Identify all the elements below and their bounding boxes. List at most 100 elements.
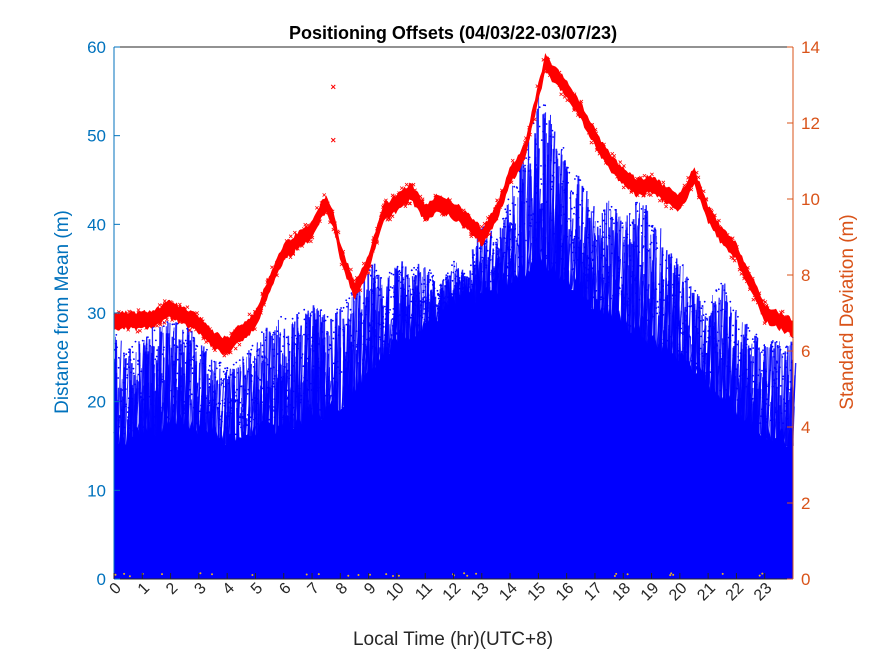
distance-point xyxy=(436,305,438,308)
stddev-marker xyxy=(295,246,300,251)
distance-point xyxy=(771,350,774,353)
distance-streak xyxy=(265,393,269,438)
distance-point xyxy=(149,344,152,347)
distance-point xyxy=(465,288,468,291)
stddev-marker xyxy=(392,201,397,205)
distance-point xyxy=(481,256,484,259)
distance-point xyxy=(521,190,523,193)
distance-point xyxy=(271,408,274,411)
distance-point xyxy=(282,418,285,421)
distance-point xyxy=(723,376,725,378)
distance-point xyxy=(208,364,211,367)
distance-point xyxy=(495,241,497,244)
distance-point xyxy=(581,199,583,202)
stddev-marker xyxy=(167,313,172,317)
distance-point xyxy=(694,289,697,292)
distance-point xyxy=(573,238,576,240)
distance-point xyxy=(733,341,736,344)
distance-point xyxy=(428,316,430,319)
distance-point xyxy=(182,409,185,412)
distance-point xyxy=(370,347,373,349)
distance-point xyxy=(746,338,749,341)
distance-point xyxy=(644,235,646,238)
distance-point xyxy=(402,288,405,291)
distance-point xyxy=(530,214,532,217)
distance-point xyxy=(545,257,548,259)
distance-point xyxy=(244,423,247,426)
distance-point xyxy=(437,304,439,307)
stddev-marker xyxy=(742,276,746,281)
distance-point xyxy=(273,377,276,380)
distance-point xyxy=(764,415,767,418)
distance-streak xyxy=(266,335,272,438)
distance-point xyxy=(454,277,457,280)
stddev-marker xyxy=(310,235,315,240)
distance-point xyxy=(728,348,730,350)
y-left-tick-label: 40 xyxy=(87,215,106,234)
distance-point xyxy=(707,330,710,332)
stddev-marker xyxy=(495,206,500,210)
distance-point xyxy=(423,296,426,298)
distance-point xyxy=(701,355,704,357)
distance-point xyxy=(586,279,589,282)
distance-streak xyxy=(731,398,733,414)
stddev-marker xyxy=(333,221,337,226)
distance-point xyxy=(505,254,508,256)
distance-point xyxy=(542,259,544,261)
distance-point xyxy=(121,421,124,423)
distance-point xyxy=(305,380,307,382)
distance-point xyxy=(219,418,221,421)
distance-point xyxy=(658,283,660,286)
distance-point xyxy=(368,337,371,340)
distance-point xyxy=(497,275,500,278)
distance-point xyxy=(672,283,674,286)
stddev-marker xyxy=(288,255,293,260)
distance-streak xyxy=(753,344,757,431)
distance-point xyxy=(145,357,148,359)
distance-streak xyxy=(579,239,583,298)
distance-point xyxy=(782,378,784,380)
distance-point xyxy=(404,319,407,322)
distance-point xyxy=(257,413,260,416)
distance-streak xyxy=(119,358,122,447)
distance-streak xyxy=(561,178,568,284)
distance-point xyxy=(679,291,681,293)
stddev-marker xyxy=(291,252,296,257)
distance-point xyxy=(626,236,628,239)
distance-point-low xyxy=(397,574,400,577)
stddev-marker xyxy=(160,303,165,308)
distance-point xyxy=(166,321,169,323)
distance-point xyxy=(754,389,757,392)
distance-point xyxy=(139,424,142,427)
distance-point xyxy=(277,369,280,372)
distance-point xyxy=(503,223,505,225)
distance-point xyxy=(557,222,560,225)
distance-point xyxy=(206,348,208,351)
distance-point xyxy=(720,282,723,285)
distance-streak xyxy=(424,267,427,331)
distance-point xyxy=(396,303,399,306)
distance-point xyxy=(406,275,409,278)
distance-point xyxy=(785,405,788,407)
stddev-marker xyxy=(379,211,384,216)
distance-point xyxy=(291,317,294,320)
distance-point xyxy=(242,408,245,411)
distance-point xyxy=(662,338,664,341)
distance-point xyxy=(251,344,254,347)
distance-streak xyxy=(400,291,404,346)
distance-point xyxy=(606,304,609,307)
distance-point xyxy=(591,251,593,254)
stddev-marker xyxy=(595,145,600,150)
distance-point xyxy=(406,277,409,279)
distance-point xyxy=(783,410,786,412)
distance-streak xyxy=(429,289,433,328)
distance-point xyxy=(277,401,279,404)
distance-streak xyxy=(756,372,762,433)
distance-point xyxy=(235,361,238,364)
distance-point xyxy=(256,349,259,351)
stddev-marker xyxy=(495,198,499,203)
distance-point xyxy=(253,401,256,404)
distance-point xyxy=(118,356,120,359)
distance-point xyxy=(505,211,508,214)
distance-point xyxy=(437,297,440,300)
